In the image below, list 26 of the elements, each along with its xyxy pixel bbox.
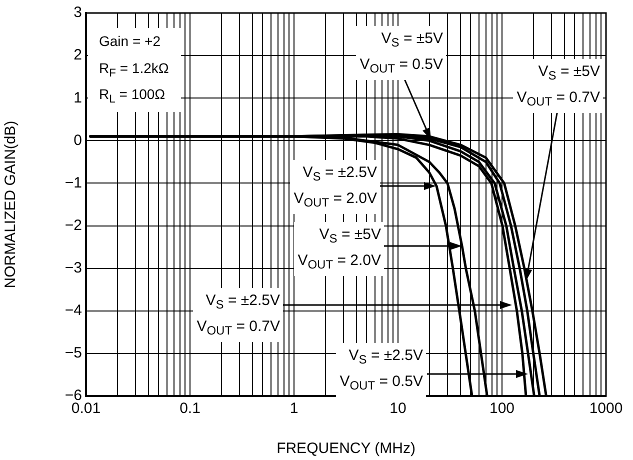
text: V$_{S}$ = ±2.5V V$_{OUT}$ = 0.5V <box>340 347 423 393</box>
x-tick-label: 1000 <box>589 400 623 418</box>
y-tick-label: 2 <box>74 46 82 64</box>
text: V$_{S}$ = ±2.5V V$_{OUT}$ = 0.7V <box>196 292 280 338</box>
y-tick-label: 0 <box>74 132 82 149</box>
y-tick-label: −1 <box>64 174 82 192</box>
x-tick-label: 0.1 <box>180 400 200 418</box>
y-axis-title: NORMALIZED GAIN(dB) <box>2 120 20 288</box>
text: V$_{S}$ = ±2.5V V$_{OUT}$ = 2.0V <box>294 164 377 210</box>
text: V$_{S}$ = ±5V V$_{OUT}$ = 0.7V <box>516 63 600 109</box>
y-tick-label: 3 <box>74 4 82 22</box>
x-tick-label: 1 <box>290 400 298 418</box>
x-tick-label: 100 <box>489 400 515 418</box>
y-tick-label: 1 <box>74 89 82 106</box>
x-tick-label: 10 <box>390 400 406 418</box>
text: V$_{S}$ = ±5V V$_{OUT}$ = 2.0V <box>298 226 381 272</box>
annotation: R$_{F}$ = 1.2kΩ <box>99 58 169 81</box>
annotation: Gain = +2 <box>99 32 162 51</box>
text: V$_{S}$ = ±5V V$_{OUT}$ = 0.5V <box>360 30 443 76</box>
annotation: R$_{L}$ = 100Ω <box>99 85 166 108</box>
y-tick-label: −4 <box>64 302 82 320</box>
x-tick-label: 0.01 <box>71 400 101 418</box>
y-tick-label: −3 <box>64 259 82 276</box>
y-tick-label: −2 <box>64 216 82 234</box>
y-tick-label: −5 <box>64 344 82 362</box>
x-axis-title: FREQUENCY (MHz) <box>276 440 416 458</box>
